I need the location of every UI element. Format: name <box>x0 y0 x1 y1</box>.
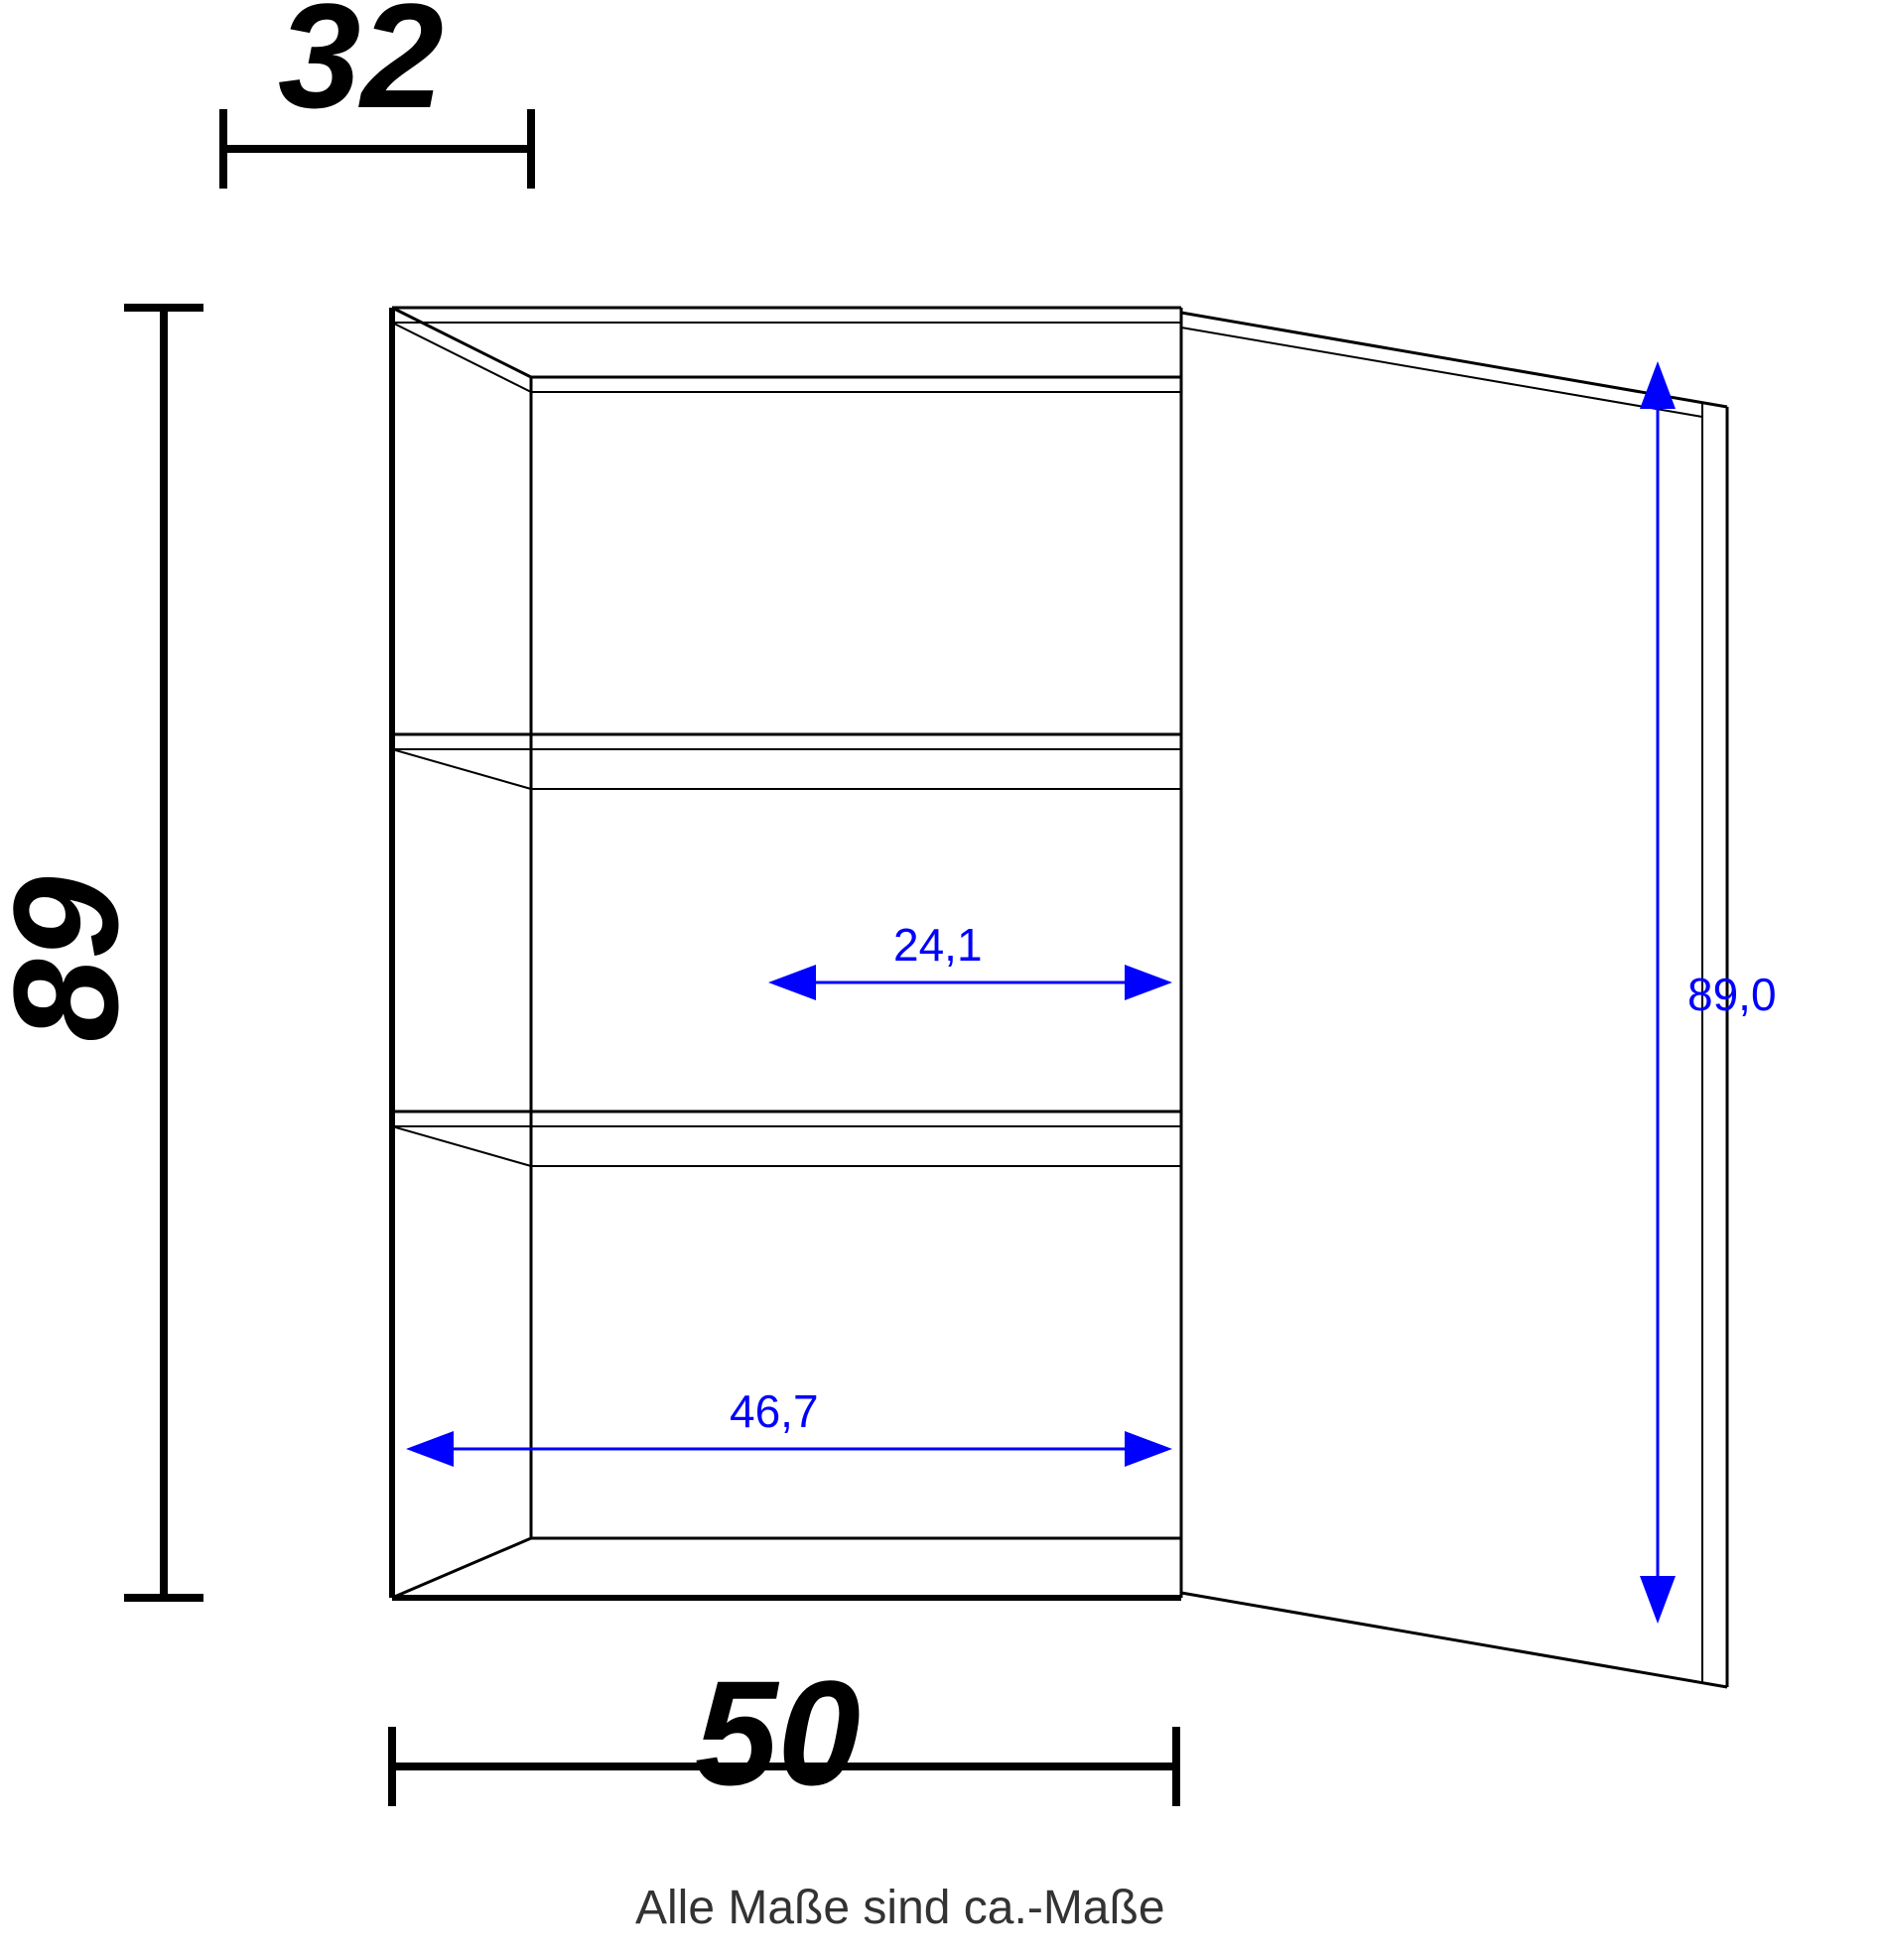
caption-text: Alle Maße sind ca.-Maße <box>635 1881 1165 1935</box>
label-depth: 32 <box>278 0 444 142</box>
diagram-svg <box>0 0 1882 1960</box>
label-inner-depth: 24,1 <box>893 918 983 972</box>
label-inner-height: 89,0 <box>1687 968 1777 1021</box>
label-inner-width: 46,7 <box>730 1384 819 1438</box>
label-width: 50 <box>695 1647 861 1819</box>
diagram-stage: 32 89 50 89,0 46,7 24,1 Alle Maße sind c… <box>0 0 1882 1960</box>
label-height: 89 <box>0 876 152 1042</box>
cabinet-door <box>1181 313 1727 1687</box>
